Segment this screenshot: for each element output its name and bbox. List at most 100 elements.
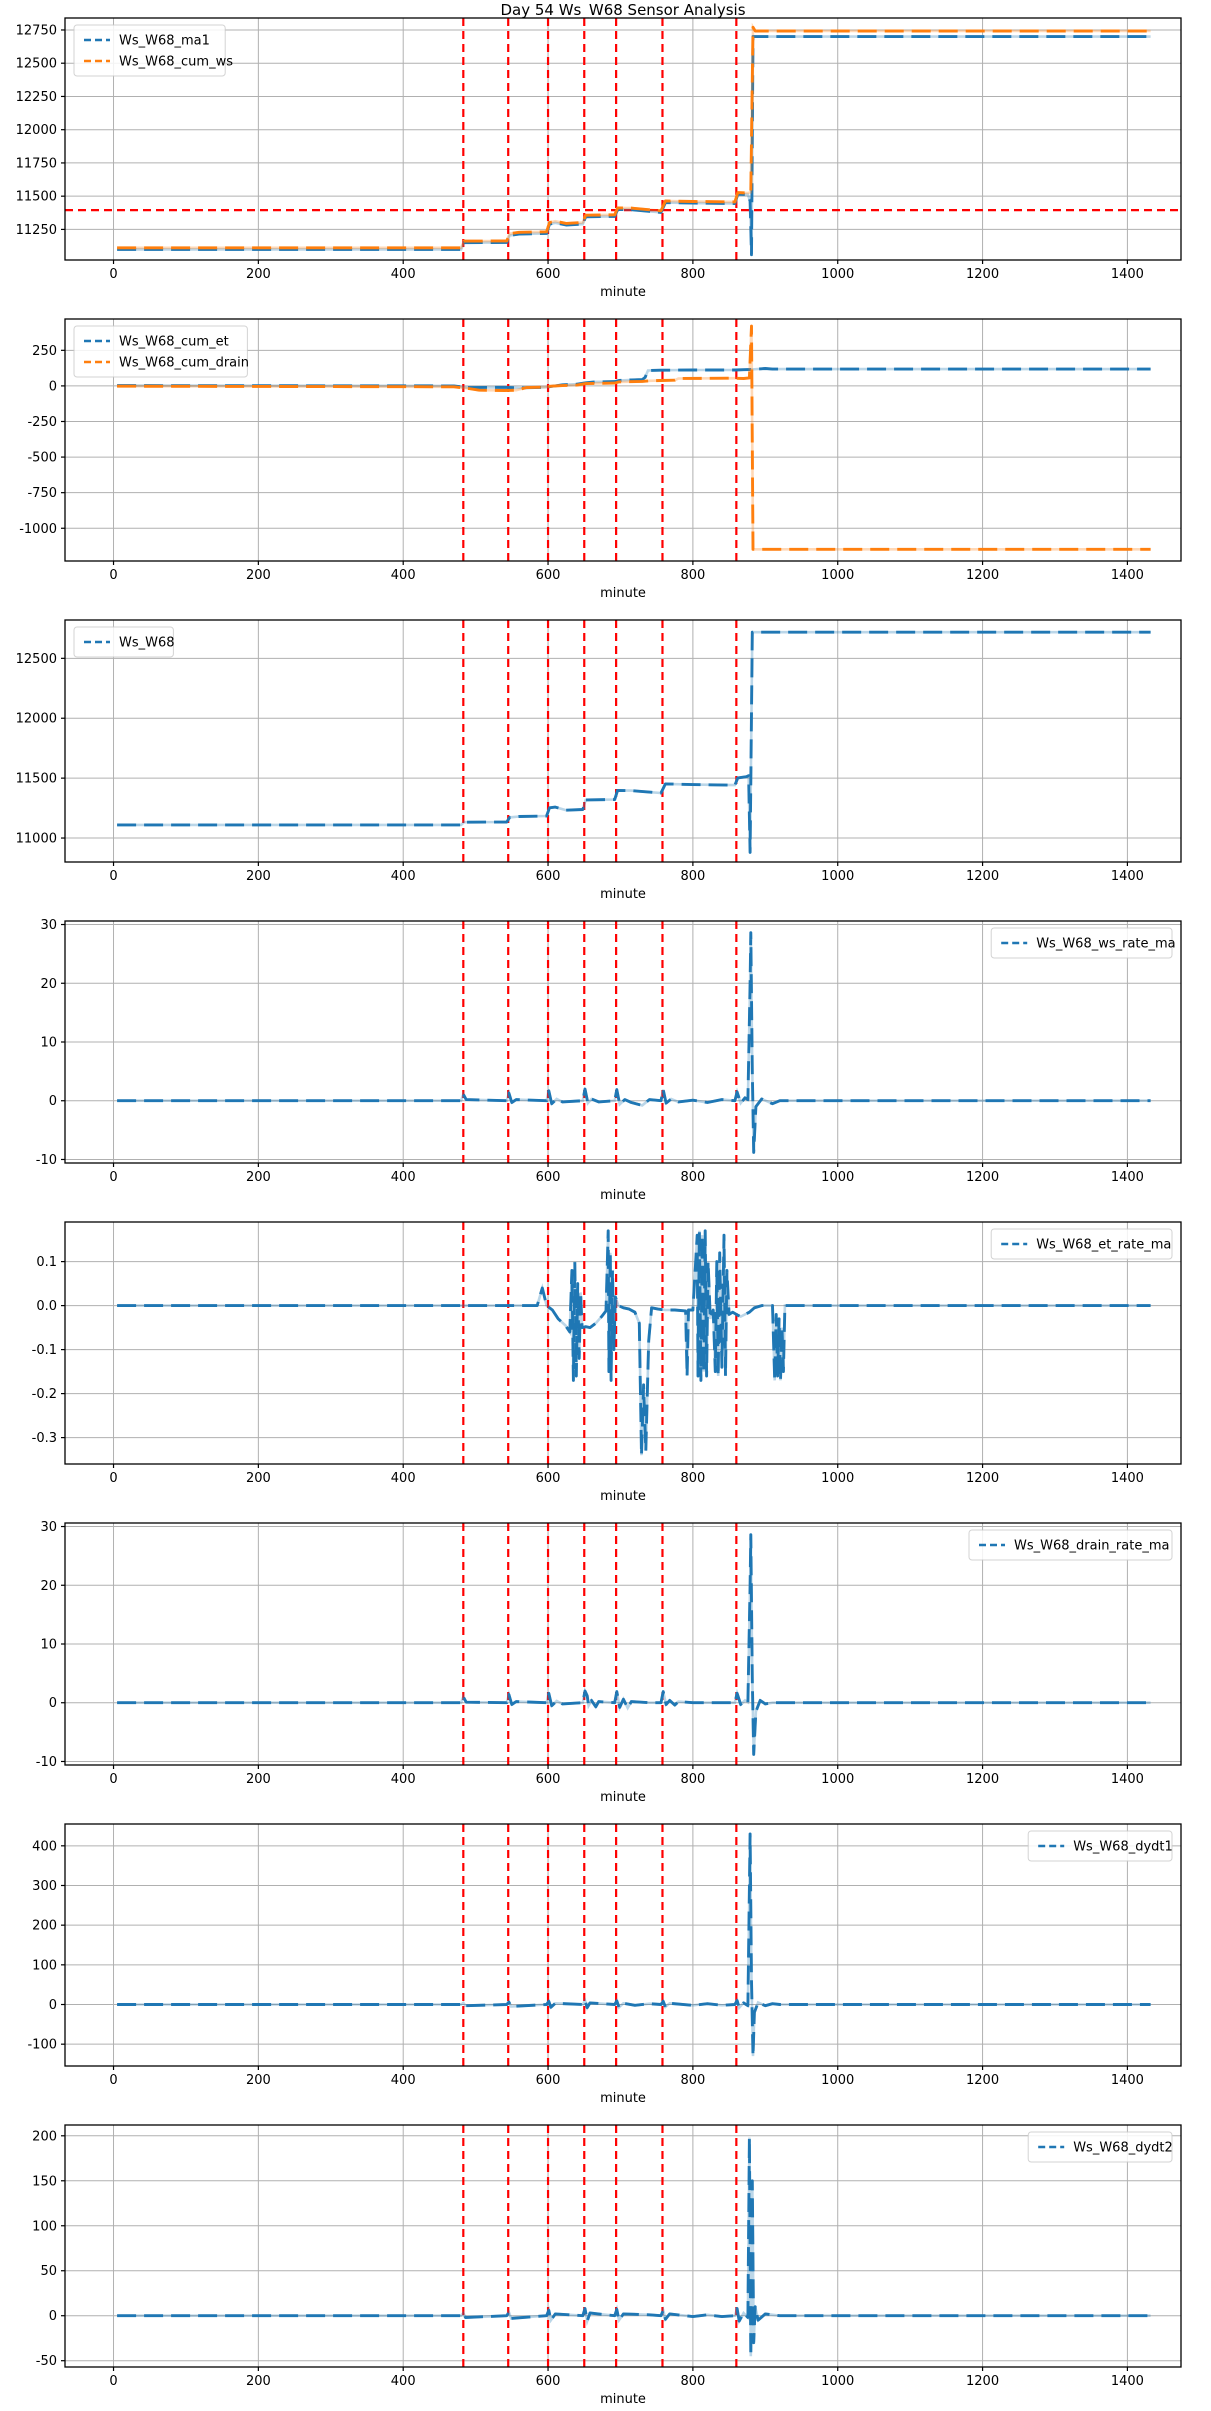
x-tick-label: 1000 (821, 1772, 854, 1787)
x-tick-label: 1400 (1111, 1772, 1144, 1787)
x-axis-label: minute (600, 1790, 646, 1805)
x-tick-label: 200 (246, 568, 271, 583)
x-tick-label: 600 (536, 869, 561, 884)
subplot-ma1_cumws: 0 200 400 600 800 1000 1200 1400 11250 11500 11750… (0, 0, 1211, 301)
tick-labels: 0 200 400 600 800 1000 1200 1400 11250 11500 11750… (16, 23, 1144, 282)
axes-spines (64, 1823, 1182, 2067)
legend: Ws_W68_dydt2 (1027, 2131, 1173, 2163)
x-tick-label: 1000 (821, 568, 854, 583)
series-Ws_W68 (117, 630, 1151, 854)
x-axis-label: minute (600, 887, 646, 902)
y-tick-label: 11500 (16, 190, 57, 205)
legend-label: Ws_W68 (119, 636, 175, 651)
y-tick-label: 20 (40, 977, 57, 992)
x-tick-label: 600 (536, 1170, 561, 1185)
axes-spines (64, 1221, 1182, 1465)
x-tick-label: 1200 (966, 869, 999, 884)
y-tick-label: 12500 (16, 57, 57, 72)
series-underlay-Ws_W68_cum_ws (117, 22, 1151, 250)
x-tick-label: 400 (391, 267, 416, 282)
x-tick-label: 1200 (966, 1772, 999, 1787)
series-underlay-Ws_W68_et_rate_ma (117, 1230, 1151, 1456)
x-tick-label: 800 (680, 2374, 705, 2389)
legend: Ws_W68_ws_rate_ma (990, 927, 1176, 959)
y-tick-label: 10 (40, 1638, 57, 1653)
series-Ws_W68_cum_drain (117, 324, 1151, 551)
series-Ws_W68_cum_ws (117, 25, 1151, 250)
series-underlay-Ws_W68_cum_et (117, 367, 1151, 390)
y-tick-label: 150 (32, 2174, 57, 2189)
legend: Ws_W68_drain_rate_ma (968, 1529, 1173, 1561)
event-vlines (462, 620, 738, 862)
series-Ws_W68_drain_rate_ma (117, 1533, 1151, 1756)
tick-labels: 0 200 400 600 800 1000 1200 1400 -10 0 10 20 30 (36, 918, 1144, 1185)
subplot-canvas-drain_rate: 0 200 400 600 800 1000 1200 1400 -10 0 10 20 30 minut… (36, 1520, 1182, 1805)
x-tick-label: 1400 (1111, 869, 1144, 884)
y-tick-label: 12000 (16, 123, 57, 138)
legend: Ws_W68_et_rate_ma (990, 1228, 1173, 1260)
y-tick-label: -100 (27, 2038, 57, 2053)
subplot-ws_rate: 0 200 400 600 800 1000 1200 1400 -10 0 10 20 30 minut… (0, 903, 1211, 1204)
y-tick-label: 11500 (16, 772, 57, 787)
legend-label: Ws_W68_dydt1 (1073, 1840, 1173, 1855)
x-tick-label: 400 (391, 869, 416, 884)
figure-title: Day 54 Ws_W68 Sensor Analysis (500, 1, 746, 19)
axes-spines (64, 2124, 1182, 2368)
legend-label: Ws_W68_cum_et (119, 335, 229, 350)
tick-labels: 0 200 400 600 800 1000 1200 1400 0.1 0.0 -0.1 -0.2 -… (32, 1255, 1144, 1486)
series-Ws_W68_et_rate_ma (117, 1229, 1151, 1457)
x-tick-label: 400 (391, 1471, 416, 1486)
x-tick-label: 600 (536, 1471, 561, 1486)
y-tick-label: 0 (49, 1094, 57, 1109)
x-tick-label: 200 (246, 2073, 271, 2088)
series-underlay-Ws_W68 (117, 630, 1151, 853)
subplot-canvas-dydt2: 0 200 400 600 800 1000 1200 1400 -50 0 50 100 150 200… (32, 2124, 1182, 2407)
x-tick-label: 0 (109, 869, 117, 884)
x-tick-label: 1400 (1111, 2374, 1144, 2389)
x-tick-label: 1200 (966, 267, 999, 282)
grid-lines (65, 319, 1181, 561)
x-tick-label: 600 (536, 2073, 561, 2088)
y-tick-label: 100 (32, 2219, 57, 2234)
y-tick-label: -1000 (19, 522, 57, 537)
y-tick-label: 100 (32, 1958, 57, 1973)
grid-lines (65, 2125, 1181, 2367)
axes-spines (64, 619, 1182, 863)
x-axis-label: minute (600, 586, 646, 601)
x-tick-label: 1200 (966, 1170, 999, 1185)
legend: Ws_W68_ma1 Ws_W68_cum_ws (73, 24, 233, 77)
x-axis-label: minute (600, 2091, 646, 2106)
tick-labels: 0 200 400 600 800 1000 1200 1400 250 0 -250 -500 -75… (19, 344, 1144, 583)
y-tick-label: 30 (40, 1520, 57, 1535)
x-tick-label: 200 (246, 267, 271, 282)
x-tick-label: 0 (109, 568, 117, 583)
series-underlay-Ws_W68_ma1 (117, 35, 1151, 255)
x-tick-label: 200 (246, 1772, 271, 1787)
x-tick-label: 600 (536, 267, 561, 282)
axes-spines (64, 318, 1182, 562)
x-tick-label: 1200 (966, 2374, 999, 2389)
y-tick-label: 400 (32, 1839, 57, 1854)
x-axis-label: minute (600, 1188, 646, 1203)
x-tick-label: 400 (391, 1772, 416, 1787)
y-tick-label: 300 (32, 1879, 57, 1894)
legend: Ws_W68 (73, 626, 175, 658)
series-underlay-Ws_W68_ws_rate_ma (117, 932, 1151, 1153)
series-underlay-Ws_W68_dydt1 (117, 1833, 1151, 2057)
x-tick-label: 600 (536, 2374, 561, 2389)
y-tick-label: 20 (40, 1579, 57, 1594)
legend-label: Ws_W68_cum_ws (119, 55, 233, 70)
y-tick-label: 12250 (16, 90, 57, 105)
event-vlines (462, 1824, 738, 2066)
x-tick-label: 1000 (821, 1471, 854, 1486)
x-tick-label: 0 (109, 2073, 117, 2088)
y-tick-label: 200 (32, 1919, 57, 1934)
y-tick-label: 11250 (16, 223, 57, 238)
x-tick-label: 600 (536, 1772, 561, 1787)
event-vlines (462, 18, 738, 260)
legend: Ws_W68_cum_et Ws_W68_cum_drain (73, 325, 249, 378)
event-vlines (462, 1222, 738, 1464)
y-tick-label: 12000 (16, 712, 57, 727)
axes-spines (64, 17, 1182, 261)
